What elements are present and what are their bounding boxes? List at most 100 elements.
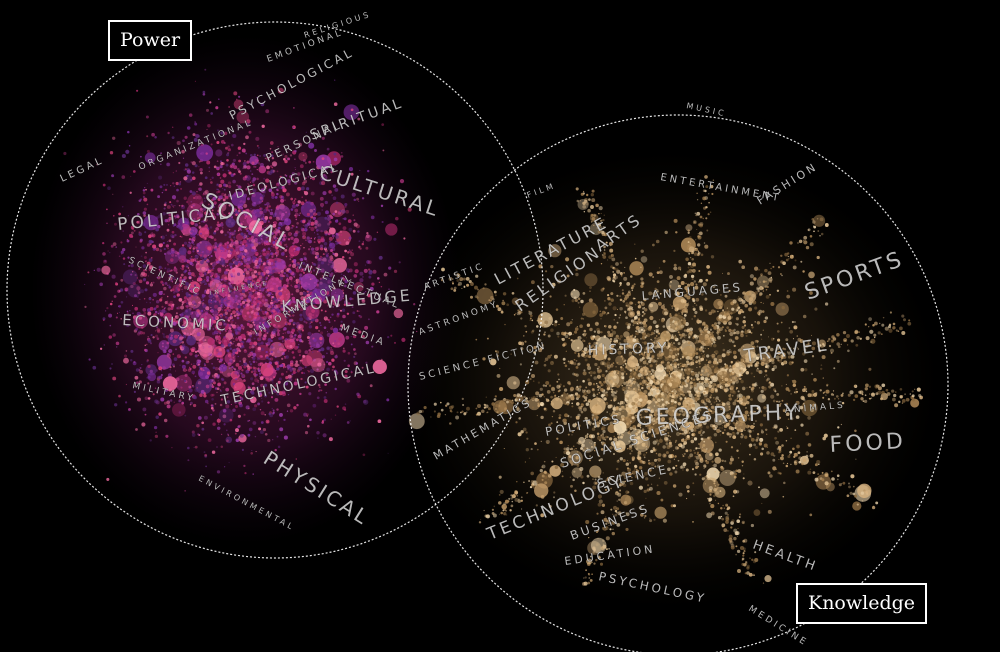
power-node <box>163 252 167 256</box>
power-node <box>253 265 257 269</box>
power-node <box>181 303 184 306</box>
power-node <box>268 412 271 416</box>
power-node <box>162 282 165 285</box>
power-node <box>312 160 315 163</box>
power-node <box>84 283 86 285</box>
power-node <box>307 248 311 251</box>
power-node <box>306 413 309 416</box>
power-node <box>328 437 333 442</box>
power-node <box>166 162 171 167</box>
power-node <box>309 418 312 422</box>
power-node <box>241 369 244 372</box>
power-node <box>353 274 358 278</box>
power-node <box>159 298 163 302</box>
power-node <box>302 154 305 157</box>
power-node <box>211 450 216 454</box>
power-node <box>165 234 167 237</box>
power-node <box>245 152 248 155</box>
power-node <box>204 211 208 216</box>
power-node <box>413 303 416 306</box>
power-node <box>354 352 357 355</box>
power-node <box>109 151 114 155</box>
power-node <box>358 330 362 334</box>
power-node <box>203 363 206 365</box>
power-node <box>310 247 315 251</box>
power-node <box>298 281 300 283</box>
power-node <box>306 204 312 209</box>
power-node <box>174 251 178 255</box>
power-node <box>207 438 212 442</box>
power-node <box>351 249 353 251</box>
power-node <box>208 213 211 215</box>
power-node <box>300 359 303 362</box>
power-node <box>179 181 182 183</box>
power-node <box>266 364 271 368</box>
power-node <box>227 362 232 367</box>
power-node <box>378 255 383 260</box>
power-node <box>310 345 313 348</box>
power-node <box>270 353 272 355</box>
power-node <box>118 304 122 308</box>
power-node <box>303 228 306 231</box>
power-node <box>344 249 347 253</box>
power-node <box>197 195 202 200</box>
power-node <box>111 274 116 279</box>
power-node <box>216 426 221 431</box>
knowledge-node <box>582 481 585 485</box>
power-node <box>324 319 327 321</box>
power-node <box>340 233 343 237</box>
power-node <box>164 249 180 264</box>
knowledge-node <box>863 399 868 404</box>
power-node <box>332 327 339 334</box>
power-node <box>172 182 175 185</box>
knowledge-node <box>753 574 755 577</box>
power-node <box>186 126 191 130</box>
power-node <box>310 221 315 226</box>
power-node <box>273 324 276 327</box>
power-node <box>226 246 229 249</box>
power-node <box>180 386 182 388</box>
knowledge-node <box>710 255 715 259</box>
power-node <box>303 372 306 375</box>
power-node <box>227 148 231 152</box>
power-node <box>212 344 217 349</box>
power-node <box>353 219 356 222</box>
power-node <box>243 235 246 239</box>
power-node <box>269 354 271 357</box>
power-node <box>334 355 338 359</box>
knowledge-node <box>756 433 760 436</box>
power-node <box>169 399 173 402</box>
power-node <box>232 354 235 357</box>
power-node <box>194 254 199 259</box>
power-node <box>338 222 342 226</box>
power-node <box>197 433 200 436</box>
power-node <box>105 208 108 211</box>
power-node <box>172 339 177 344</box>
power-node <box>326 332 331 338</box>
power-node <box>255 451 257 453</box>
power-node <box>254 296 257 299</box>
knowledge-node <box>575 187 579 191</box>
power-node <box>223 362 225 365</box>
knowledge-node <box>637 301 641 304</box>
power-node <box>182 315 186 319</box>
power-node <box>227 181 232 185</box>
power-node <box>203 369 205 371</box>
power-node <box>216 470 221 474</box>
power-node <box>173 267 178 272</box>
power-node <box>277 286 282 291</box>
power-node <box>317 235 321 239</box>
power-node <box>260 308 263 311</box>
power-node <box>248 419 250 422</box>
power-node <box>332 342 335 345</box>
power-node <box>190 363 193 365</box>
power-node <box>235 337 239 341</box>
power-node <box>327 217 331 221</box>
power-node <box>151 233 156 238</box>
power-node <box>219 165 223 169</box>
power-node <box>274 316 276 318</box>
knowledge-node <box>733 355 738 359</box>
power-node <box>88 358 91 361</box>
power-node <box>181 345 186 350</box>
knowledge-node <box>591 189 595 193</box>
